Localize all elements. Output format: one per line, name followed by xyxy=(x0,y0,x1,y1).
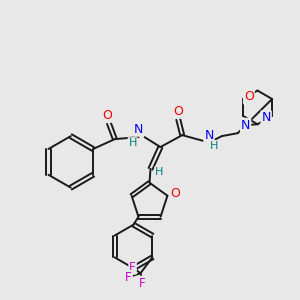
Text: O: O xyxy=(102,109,112,122)
Text: H: H xyxy=(128,138,137,148)
Text: F: F xyxy=(139,277,146,290)
Text: O: O xyxy=(173,105,183,118)
Text: N: N xyxy=(262,111,271,124)
Text: N: N xyxy=(134,123,143,136)
Text: O: O xyxy=(244,91,254,103)
Text: H: H xyxy=(210,141,218,151)
Text: F: F xyxy=(129,261,136,274)
Text: N: N xyxy=(204,129,214,142)
Text: F: F xyxy=(125,271,132,284)
Text: O: O xyxy=(170,187,180,200)
Text: N: N xyxy=(241,119,250,132)
Text: H: H xyxy=(155,167,164,177)
